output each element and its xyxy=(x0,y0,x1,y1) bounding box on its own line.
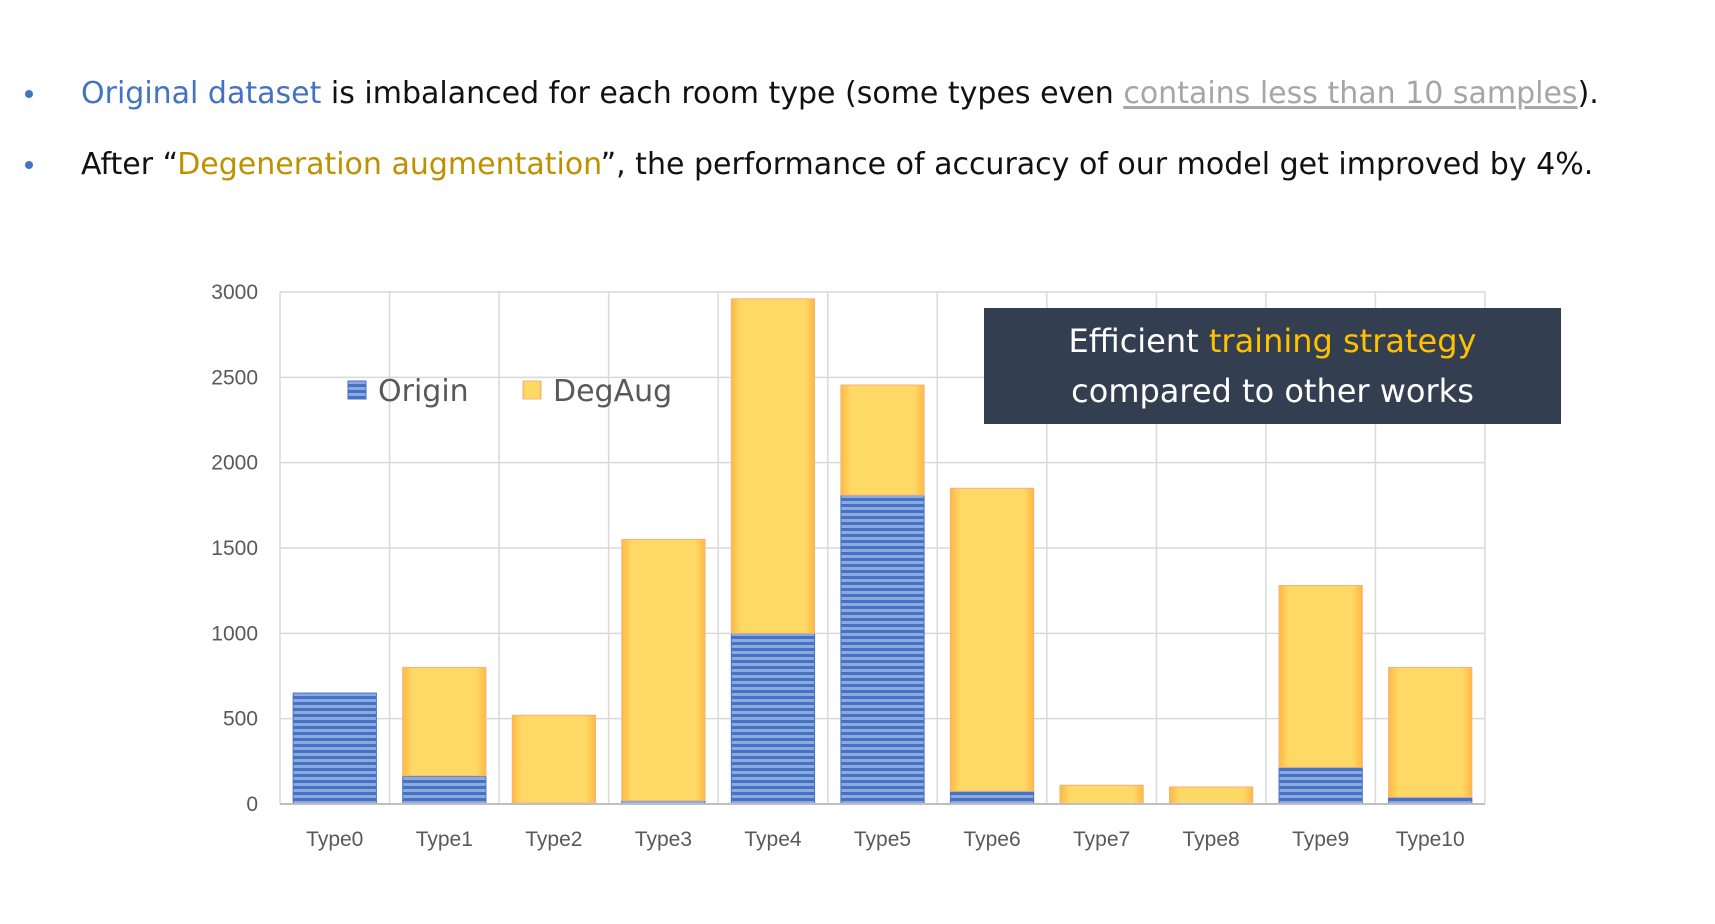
highlight-degeneration-augmentation: Degeneration augmentation xyxy=(177,147,601,182)
x-tick-label: Type0 xyxy=(306,828,363,851)
y-tick-label: 1000 xyxy=(211,622,258,645)
bar-degaug-type2 xyxy=(511,714,596,804)
bar-degaug-type9 xyxy=(1278,585,1363,768)
y-tick-label: 2000 xyxy=(211,452,258,475)
y-tick-label: 500 xyxy=(223,708,258,731)
callout-line-1: Efficient training strategy xyxy=(984,316,1561,366)
y-tick-label: 3000 xyxy=(211,281,258,304)
legend-label-degaug: DegAug xyxy=(553,374,672,409)
x-tick-label: Type1 xyxy=(416,828,473,851)
bullet-text: Original dataset is imbalanced for each … xyxy=(81,76,1599,111)
x-tick-label: Type3 xyxy=(635,828,692,851)
x-tick-label: Type5 xyxy=(854,828,911,851)
callout-text: Efficient xyxy=(1068,322,1209,360)
y-tick-label: 0 xyxy=(246,793,258,816)
bar-degaug-type5 xyxy=(840,384,925,496)
bar-origin-type1 xyxy=(402,775,487,805)
callout-line-2: compared to other works xyxy=(1071,372,1474,410)
highlight-original-dataset: Original dataset xyxy=(81,76,322,111)
legend-swatch-origin xyxy=(347,380,367,400)
x-tick-label: Type2 xyxy=(525,828,582,851)
bar-degaug-type6 xyxy=(949,487,1035,792)
bar-origin-type10 xyxy=(1388,796,1473,805)
bar-origin-type4 xyxy=(730,632,816,805)
x-tick-label: Type6 xyxy=(963,828,1020,851)
legend-swatch-degaug xyxy=(522,380,542,400)
bar-degaug-type10 xyxy=(1388,666,1473,798)
bar-degaug-type7 xyxy=(1059,784,1144,805)
bullet-text-mid: is imbalanced for each room type (some t… xyxy=(321,76,1124,111)
y-tick-label: 2500 xyxy=(211,366,258,389)
legend: Origin DegAug xyxy=(347,374,672,409)
y-tick-label: 1500 xyxy=(211,537,258,560)
bar-origin-type5 xyxy=(840,494,925,805)
x-tick-label: Type4 xyxy=(744,828,802,851)
x-tick-label: Type8 xyxy=(1183,828,1240,851)
x-tick-label: Type7 xyxy=(1073,828,1130,851)
bullet-dot-icon xyxy=(25,90,33,98)
bar-degaug-type4 xyxy=(730,298,816,634)
legend-label-origin: Origin xyxy=(378,374,469,409)
bar-origin-type0 xyxy=(292,692,377,805)
x-tick-label: Type10 xyxy=(1396,828,1465,851)
axes: 0 500 1000 1500 2000 2500 3000 Type0 Type1 Type2 T… xyxy=(211,281,1485,851)
bar-degaug-type3 xyxy=(621,538,706,802)
bar-degaug-type8 xyxy=(1169,786,1254,805)
callout-box: Efficient training strategy compared to … xyxy=(984,308,1561,424)
bullet-text-pre: After “ xyxy=(81,147,178,182)
bar-origin-type9 xyxy=(1278,766,1363,805)
bullet-text-end: ). xyxy=(1577,76,1599,111)
bars xyxy=(292,298,1473,805)
bar-degaug-type1 xyxy=(402,666,487,777)
highlight-less-than-10-samples: contains less than 10 samples xyxy=(1123,76,1578,111)
callout-highlight: training strategy xyxy=(1208,322,1477,360)
bar-origin-type6 xyxy=(949,790,1035,805)
x-tick-label: Type9 xyxy=(1292,828,1349,851)
bullet-text: After “Degeneration augmentation”, the p… xyxy=(81,147,1593,182)
bullet-text-end: ”, the performance of accuracy of our mo… xyxy=(600,147,1594,182)
bullet-dot-icon xyxy=(25,161,33,169)
